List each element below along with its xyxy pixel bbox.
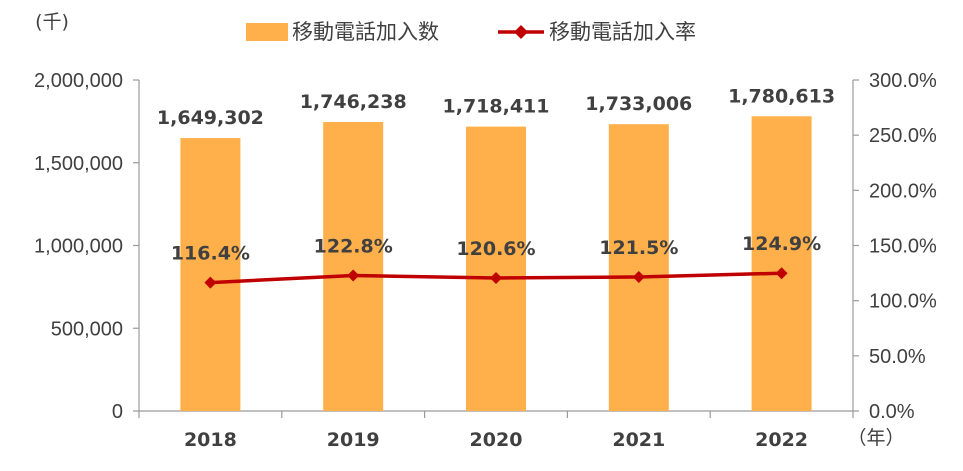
bar-value-label: 1,733,006 <box>585 93 692 115</box>
bar-labels: 1,649,302 1,746,238 1,718,411 1,733,006 1,78… <box>157 85 835 129</box>
rate-value-label: 122.8% <box>314 236 393 258</box>
x-axis-ticks: 2018 2019 2020 2021 2022 <box>138 411 854 451</box>
x-axis-unit: （年） <box>847 427 904 449</box>
rate-point <box>204 276 217 289</box>
rate-point <box>490 271 502 284</box>
bar-value-label: 1,780,613 <box>728 85 835 107</box>
right-tick-label: 300.0% <box>869 70 937 92</box>
x-tick-label: 2021 <box>612 429 665 451</box>
rate-value-label: 120.6% <box>456 238 535 260</box>
right-tick-label: 150.0% <box>869 236 937 258</box>
right-tick-label: 250.0% <box>869 125 937 147</box>
rate-value-label: 124.9% <box>742 233 821 255</box>
legend-bar-swatch <box>246 23 288 41</box>
legend-line-marker <box>514 25 528 39</box>
rate-point <box>632 270 645 283</box>
line-series <box>204 267 788 289</box>
left-axis-ticks: 0 500,000 1,000,000 1,500,000 2,000,000 <box>34 70 139 423</box>
bar-value-label: 1,746,238 <box>300 91 407 113</box>
x-tick-label: 2019 <box>327 429 380 451</box>
bar <box>180 138 241 411</box>
right-tick-label: 0.0% <box>869 401 915 423</box>
x-tick-label: 2018 <box>184 429 237 451</box>
x-tick-label: 2020 <box>470 429 523 451</box>
right-tick-label: 200.0% <box>869 180 937 202</box>
left-axis-unit: (千) <box>35 11 69 33</box>
left-tick-label: 0 <box>112 401 123 423</box>
left-tick-label: 1,000,000 <box>34 236 123 258</box>
rate-value-label: 121.5% <box>599 237 678 259</box>
rate-point <box>775 267 788 280</box>
rate-point <box>347 269 360 282</box>
left-tick-label: 1,500,000 <box>34 153 123 175</box>
left-tick-label: 500,000 <box>51 318 123 340</box>
legend-line-label: 移動電話加入率 <box>549 20 696 44</box>
left-tick-label: 2,000,000 <box>34 70 123 92</box>
right-tick-label: 50.0% <box>869 346 926 368</box>
bar <box>608 124 669 412</box>
bar <box>466 126 526 412</box>
x-tick-label: 2022 <box>755 429 808 451</box>
bar-value-label: 1,649,302 <box>157 107 264 129</box>
right-axis-ticks: 0.0% 50.0% 100.0% 150.0% 200.0% 250.0% 300.0% <box>853 70 937 423</box>
rate-labels: 116.4% 122.8% 120.6% 121.5% 124.9% <box>171 233 821 264</box>
bar-value-label: 1,718,411 <box>443 96 550 118</box>
legend: 移動電話加入数 移動電話加入率 <box>246 20 696 44</box>
right-tick-label: 100.0% <box>869 291 937 313</box>
rate-value-label: 116.4% <box>171 243 250 265</box>
bar <box>323 121 384 411</box>
bar-series <box>180 116 812 412</box>
bar <box>751 116 812 412</box>
legend-bar-label: 移動電話加入数 <box>292 20 439 44</box>
